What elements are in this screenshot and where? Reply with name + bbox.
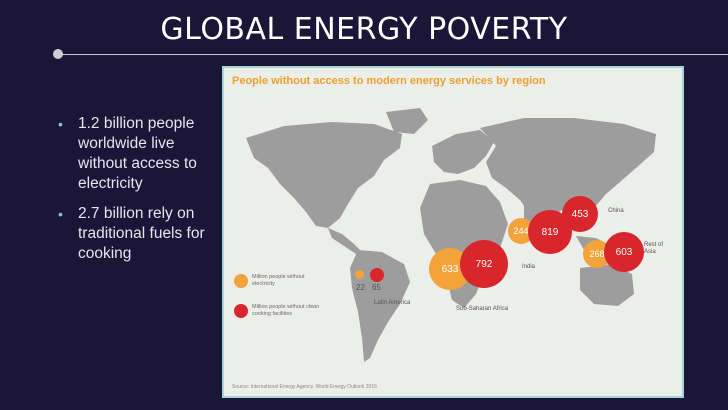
figure-source: Source: International Energy Agency, Wor… [232, 384, 377, 390]
bullet-dot-icon: • [58, 206, 63, 222]
legend-cooking-swatch [234, 304, 248, 318]
latin-america-electricity-value: 22 [356, 283, 365, 292]
figure-title: People without access to modern energy s… [232, 75, 546, 87]
bullet-text: 1.2 billion people worldwide live withou… [78, 115, 197, 192]
australia-shape [580, 264, 634, 306]
legend-cooking-label: Million people without clean cooking fac… [252, 304, 320, 317]
legend-electricity-swatch [234, 274, 248, 288]
latin-america-cooking-value: 65 [372, 283, 381, 292]
bullet-item: • 1.2 billion people worldwide live with… [58, 114, 208, 194]
bullet-text: 2.7 billion rely on traditional fuels fo… [78, 205, 205, 262]
china-label: China [608, 208, 624, 214]
india-label: India [522, 264, 536, 270]
china-cooking-bubble: 453 [562, 196, 598, 232]
divider-dot-icon [53, 49, 63, 59]
legend-electricity-label: Million people without electricity [252, 274, 305, 287]
rest-of-asia-label: Rest of Asia [644, 242, 664, 255]
rest-of-asia-cooking-bubble: 603 [604, 232, 644, 272]
north-america-shape [246, 122, 402, 228]
bullet-item: • 2.7 billion rely on traditional fuels … [58, 204, 208, 264]
bullet-dot-icon: • [58, 116, 63, 132]
central-america-shape [328, 228, 362, 254]
latin-america-cooking-bubble [370, 268, 384, 282]
title-divider [58, 54, 728, 55]
africa-cooking-bubble: 792 [460, 240, 508, 288]
bullet-list: • 1.2 billion people worldwide live with… [58, 114, 208, 274]
south-america-shape [350, 250, 410, 362]
asia-shape [480, 118, 656, 218]
africa-label: Sub-Saharan Africa [456, 306, 509, 312]
europe-shape [432, 130, 494, 174]
greenland-shape [386, 108, 428, 134]
slide-title: GLOBAL ENERGY POVERTY [160, 12, 568, 47]
latin-america-label: Latin America [374, 300, 411, 306]
world-map [246, 108, 656, 362]
latin-america-electricity-bubble [355, 270, 364, 279]
africa-shape [420, 180, 508, 308]
energy-access-map-figure: People without access to modern energy s… [222, 66, 684, 398]
